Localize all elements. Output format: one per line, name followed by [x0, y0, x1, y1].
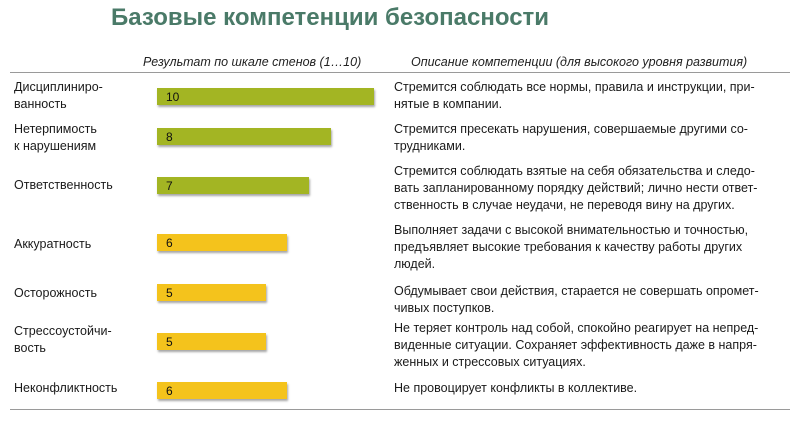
- score-value-label: 7: [166, 178, 173, 193]
- chart-title: Базовые компетенции безопасности: [111, 4, 550, 31]
- competency-label: Дисциплиниро-ванность: [14, 80, 103, 111]
- competency-description: Не провоцирует конфликты в коллективе.: [394, 381, 638, 395]
- score-column-header: Результат по шкале стенов (1…10): [143, 55, 362, 69]
- competency-label: Аккуратность: [14, 237, 92, 251]
- competency-description: Стремится пресекать нарушения, совершаем…: [394, 122, 748, 153]
- competency-label: Ответственность: [14, 178, 113, 192]
- score-value-label: 6: [166, 383, 173, 398]
- score-bar: 7: [157, 177, 309, 194]
- competency-description: Обдумывает свои действия, старается не с…: [394, 284, 759, 315]
- score-value-label: 10: [166, 89, 180, 104]
- score-bar: 8: [157, 128, 331, 145]
- description-column-header: Описание компетенции (для высокого уровн…: [411, 55, 748, 69]
- competency-description: Стремится соблюдать все нормы, правила и…: [394, 80, 755, 111]
- score-bar: 6: [157, 382, 287, 399]
- header-divider: [10, 72, 790, 73]
- competency-description: Не теряет контроль над собой, спокойно р…: [394, 321, 759, 369]
- score-bar: 5: [157, 284, 266, 301]
- score-value-label: 6: [166, 235, 173, 250]
- score-value-label: 5: [166, 285, 173, 300]
- competency-label: Нетерпимость к нарушениям: [14, 122, 97, 153]
- competency-description: Стремится соблюдать взятые на себя обяза…: [394, 164, 758, 212]
- competency-label: Неконфликтность: [14, 381, 118, 395]
- bottom-divider: [10, 409, 790, 410]
- score-bar: 5: [157, 333, 266, 350]
- score-value-label: 8: [166, 129, 173, 144]
- competency-description: Выполняет задачи с высокой внимательност…: [394, 223, 749, 271]
- score-bar: 6: [157, 234, 287, 251]
- score-bar: 10: [157, 88, 374, 105]
- score-value-label: 5: [166, 334, 173, 349]
- competency-label: Осторожность: [14, 286, 97, 300]
- competency-label: Стрессоустойчи-вость: [14, 324, 112, 355]
